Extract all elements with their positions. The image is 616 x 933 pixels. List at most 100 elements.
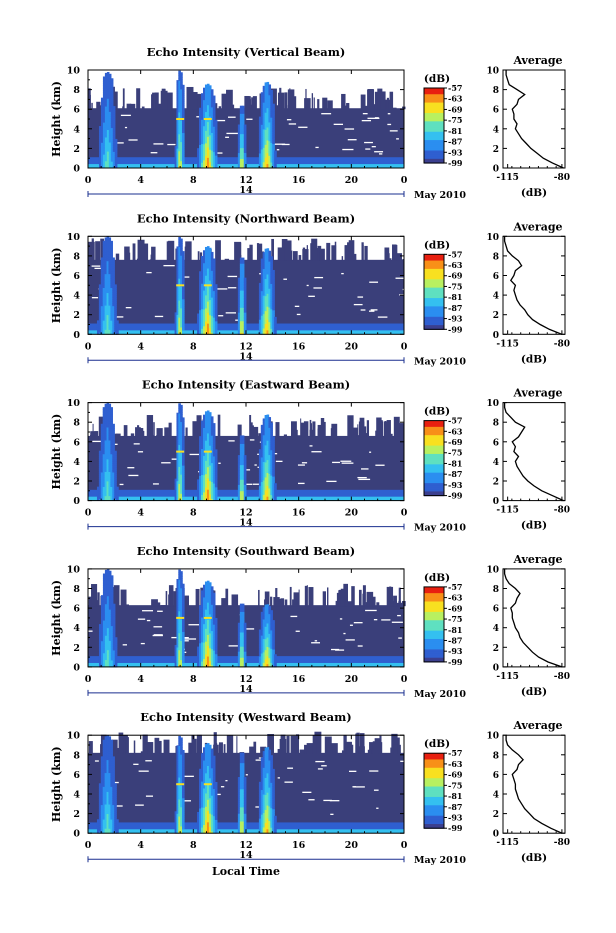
heatmap-gap: [326, 481, 336, 482]
rain-cell: [110, 246, 113, 249]
x-tick-label: 0: [401, 341, 408, 352]
heatmap-fringe: [331, 424, 337, 437]
x-tick-label: 4: [137, 508, 144, 519]
heatmap-fringe: [253, 96, 257, 109]
rain-cell: [116, 487, 119, 489]
heatmap-fringe: [360, 418, 365, 437]
heatmap-gap: [396, 138, 399, 139]
rain-cell: [110, 419, 113, 422]
rain-cell: [112, 424, 115, 427]
heatmap-fringe: [323, 591, 326, 606]
heatmap-fringe: [157, 428, 163, 437]
average-y-tick-label: 6: [493, 272, 499, 282]
colorbar-tick-label: -81: [448, 292, 462, 302]
heatmap-fringe: [347, 415, 353, 437]
rain-cell: [110, 243, 113, 246]
y-axis-label: Height (km): [50, 81, 63, 157]
heatmap-fringe: [115, 434, 119, 437]
heatmap-fringe: [300, 418, 301, 436]
colorbar-tick-label: -87: [448, 137, 462, 147]
heatmap-fringe: [158, 605, 159, 606]
heatmap-gap: [128, 139, 137, 140]
average-x-tick-label: -115: [496, 173, 519, 183]
heatmap-gap: [375, 117, 379, 118]
heatmap-gap: [332, 462, 340, 463]
rain-cell: [110, 250, 113, 253]
panel-2: Echo Intensity (Northward Beam)0246810He…: [50, 211, 570, 367]
heatmap-gap: [154, 634, 163, 635]
heatmap-fringe: [279, 88, 281, 109]
heatmap-gap: [390, 130, 398, 131]
heatmap-fringe: [346, 596, 348, 607]
heatmap-gap: [217, 288, 228, 289]
panel-1: Echo Intensity (Vertical Beam)0246810Hei…: [50, 45, 570, 201]
heatmap-fringe: [168, 247, 172, 261]
heatmap-fringe: [363, 585, 366, 606]
heatmap-fringe: [368, 96, 371, 109]
heatmap-fringe: [292, 96, 296, 109]
heatmap-fringe: [361, 95, 366, 110]
heatmap-gap: [290, 616, 297, 617]
heatmap-gap: [397, 615, 401, 616]
heatmap-fringe: [218, 415, 221, 437]
colorbar-tick-label: -63: [448, 426, 463, 436]
colorbar-tick-label: -75: [448, 115, 462, 125]
colorbar-tick-label: -57: [448, 83, 462, 93]
heatmap-fringe: [393, 596, 397, 606]
rain-cell: [180, 407, 183, 410]
heatmap-gap: [138, 619, 145, 620]
heatmap-gap: [151, 152, 158, 153]
rain-cell: [242, 106, 245, 108]
x-tick-label: 16: [292, 508, 306, 519]
heatmap-gap: [298, 127, 307, 128]
heatmap-gap: [116, 316, 123, 317]
rain-cell: [274, 483, 277, 485]
rain-cell: [180, 72, 183, 75]
heatmap-gap: [246, 484, 253, 485]
colorbar-tick-label: -93: [448, 147, 463, 157]
heatmap-fringe: [185, 247, 189, 261]
heatmap-fringe: [303, 248, 305, 261]
rain-cell: [244, 125, 247, 127]
average-x-tick-label: -115: [496, 339, 519, 349]
rain-cell: [108, 237, 111, 240]
colorbar-tick-label: -87: [448, 469, 462, 479]
colorbar-label: (dB): [424, 73, 450, 85]
heatmap-gap: [128, 475, 138, 476]
x-tick-label: 16: [292, 341, 306, 352]
rain-cell: [115, 139, 118, 141]
heatmap-gap: [342, 463, 354, 464]
rain-cell: [113, 106, 116, 108]
heatmap-gap: [311, 451, 321, 452]
heatmap-fringe: [387, 587, 393, 606]
heatmap-gap: [141, 643, 145, 644]
rain-cell: [270, 256, 273, 258]
rain-cell: [209, 412, 212, 415]
rain-cell: [110, 409, 113, 412]
x-tick-label: 0: [85, 508, 92, 519]
heatmap-fringe: [225, 259, 229, 261]
y-tick-label: 4: [73, 457, 80, 468]
colorbar-tick-label: -99: [448, 491, 463, 501]
rain-cell: [180, 243, 183, 246]
heatmap-fringe: [276, 601, 281, 606]
heatmap-fringe: [309, 590, 310, 606]
heatmap-gap: [361, 309, 366, 310]
rain-cell: [270, 90, 273, 92]
x-tick-label: 20: [345, 508, 359, 519]
heatmap-fringe: [116, 254, 119, 261]
rain-cell: [111, 78, 114, 81]
average-y-tick-label: 4: [493, 292, 499, 302]
heatmap-fringe: [345, 245, 349, 261]
rain-cell: [110, 414, 113, 417]
heatmap-fringe: [341, 589, 344, 606]
heatmap-gap: [167, 144, 175, 145]
rain-cell: [180, 241, 183, 244]
heatmap-fringe: [131, 433, 134, 437]
heatmap-gap: [283, 279, 287, 280]
rain-cell: [180, 239, 183, 242]
heatmap-fringe: [96, 600, 98, 606]
colorbar-tick-label: -99: [448, 158, 463, 168]
heatmap-gap: [314, 277, 323, 278]
heatmap-gap: [225, 137, 229, 138]
